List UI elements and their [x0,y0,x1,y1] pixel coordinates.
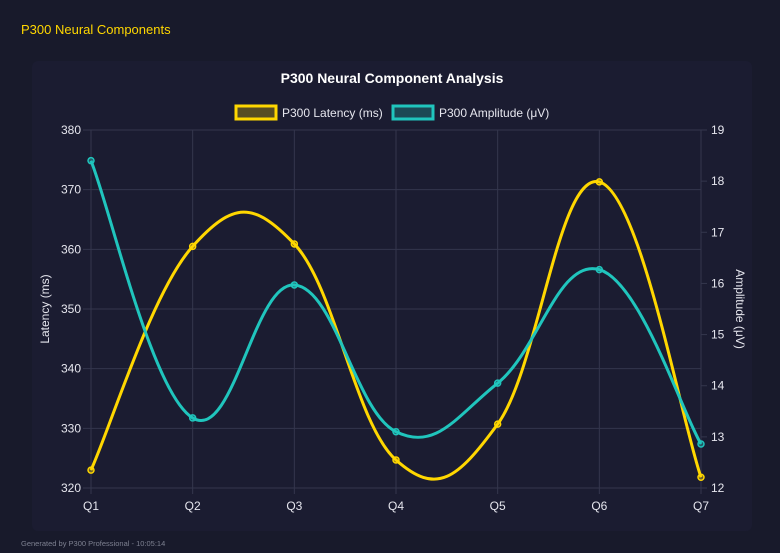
y-tick-label: 360 [61,242,81,256]
y2-axis-label: Amplitude (μV) [733,269,747,349]
y2-tick-label: 19 [711,123,725,137]
y-tick-label: 340 [61,362,81,376]
y2-tick-label: 16 [711,276,725,290]
y2-tick-label: 18 [711,174,725,188]
y2-tick-label: 14 [711,379,725,393]
data-point-0 [87,466,95,474]
series-line-0 [89,180,703,481]
data-point-1 [188,414,197,422]
data-point-1 [392,427,400,436]
data-point-1 [595,265,604,274]
y2-tick-label: 15 [711,328,725,342]
legend-swatch-0 [234,104,278,121]
footer-text: Generated by P300 Professional - 10:05:1… [21,539,166,548]
data-point-0 [493,420,502,428]
legend-swatch-1 [391,104,435,121]
y2-tick-label: 12 [711,481,725,495]
x-tick-label: Q3 [286,499,302,513]
y-tick-label: 350 [61,302,81,316]
app-title: P300 Neural Components [21,22,171,37]
y-tick-label: 370 [61,183,81,197]
legend-label-1: P300 Amplitude (μV) [439,106,549,120]
y-tick-label: 320 [61,481,81,495]
x-tick-label: Q1 [83,499,99,513]
x-tick-label: Q4 [388,499,404,513]
data-point-0 [290,240,299,248]
legend: P300 Latency (ms) P300 Amplitude (μV) [234,104,549,121]
data-point-1 [290,281,299,289]
x-tick-label: Q5 [490,499,506,513]
grid [83,129,707,494]
data-point-0 [392,456,400,464]
data-point-0 [595,178,604,186]
data-point-1 [697,440,705,448]
data-point-1 [87,156,95,165]
series-line-1 [89,160,703,445]
y2-tick-label: 13 [711,430,725,444]
y-tick-label: 330 [61,421,81,435]
chart-panel [32,61,752,531]
data-point-0 [697,473,705,482]
data-point-0 [188,242,197,251]
legend-label-0: P300 Latency (ms) [282,106,383,120]
series [87,156,705,482]
y2-tick-label: 17 [711,225,725,239]
y-axis-label: Latency (ms) [38,274,52,343]
x-tick-label: Q7 [693,499,709,513]
chart-title: P300 Neural Component Analysis [281,70,504,86]
data-point-1 [493,379,502,387]
y-tick-label: 380 [61,123,81,137]
ticks: 320 330 340 350 360 370 380 12 13 14 15 16 17 18 19 Q1 Q… [61,123,725,513]
x-tick-label: Q2 [185,499,201,513]
x-tick-label: Q6 [591,499,607,513]
